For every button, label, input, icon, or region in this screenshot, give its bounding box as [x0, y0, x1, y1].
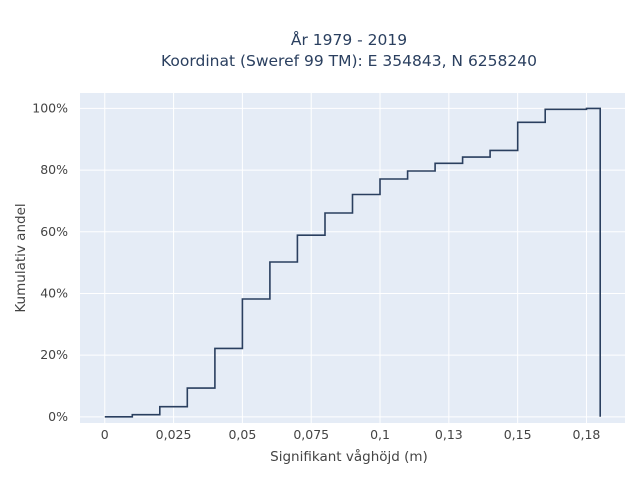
x-tick-labels: 0 0,025 0,05 0,075 0,1 0,13 0,15 0,18 — [101, 427, 601, 442]
x-axis-title: Signifikant våghöjd (m) — [270, 448, 428, 465]
y-tick-labels: 0% 20% 40% 60% 80% 100% — [32, 100, 68, 423]
x-tick-label: 0,075 — [293, 427, 329, 442]
y-gridlines — [80, 107, 625, 418]
y-tick-label: 100% — [32, 100, 68, 115]
x-tick-label: 0,1 — [370, 427, 390, 442]
y-axis-title: Kumulativ andel — [13, 203, 29, 312]
y-tick-label: 0% — [48, 409, 68, 424]
x-tick-label: 0,13 — [435, 427, 463, 442]
x-tick-label: 0,05 — [228, 427, 256, 442]
x-tick-label: 0,15 — [504, 427, 532, 442]
chart-title-line1: År 1979 - 2019 — [291, 30, 407, 49]
x-tick-label: 0,18 — [573, 427, 601, 442]
plot-background — [80, 93, 625, 423]
chart-title-line2: Koordinat (Sweref 99 TM): E 354843, N 62… — [161, 52, 537, 70]
x-tick-label: 0 — [101, 427, 109, 442]
x-tick-label: 0,025 — [156, 427, 192, 442]
cumulative-step-line — [104, 107, 601, 418]
y-tick-label: 60% — [40, 224, 68, 239]
y-tick-label: 40% — [40, 285, 68, 300]
y-tick-label: 80% — [40, 162, 68, 177]
y-tick-label: 20% — [40, 347, 68, 362]
